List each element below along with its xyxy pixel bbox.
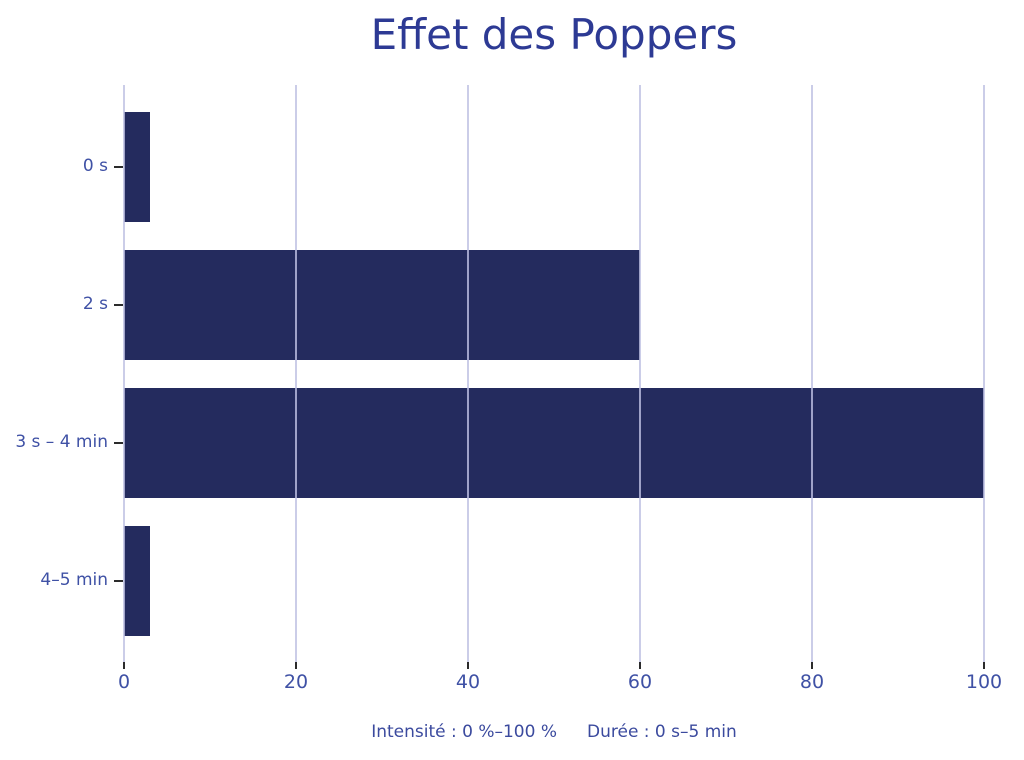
caption-duration: Durée : 0 s–5 min: [587, 722, 737, 742]
y-tick-3: [114, 580, 123, 582]
bar-3: [124, 526, 150, 636]
x-tick-40: [467, 662, 469, 669]
y-tick-1: [114, 304, 123, 306]
chart-title: Effet des Poppers: [370, 10, 738, 59]
x-axis-label-80: 80: [799, 671, 825, 693]
y-axis-label-1: 2 s: [82, 294, 108, 314]
x-tick-20: [295, 662, 297, 669]
bar-2: [124, 388, 984, 498]
x-tick-0: [123, 662, 125, 669]
x-axis-label-100: 100: [965, 671, 1003, 693]
plot-area: [123, 85, 985, 662]
y-axis-label-3: 4–5 min: [40, 570, 108, 590]
caption-intensity: Intensité : 0 %–100 %: [371, 722, 557, 742]
x-axis-label-20: 20: [283, 671, 309, 693]
gridline-x60: [639, 85, 641, 662]
x-axis-label-40: 40: [455, 671, 481, 693]
gridline-x40: [467, 85, 469, 662]
axis-range-caption: Intensité : 0 %–100 % Durée : 0 s–5 min: [124, 722, 984, 742]
y-tick-0: [114, 166, 123, 168]
bar-0: [124, 112, 150, 222]
bar-1: [124, 250, 640, 360]
x-axis-label-60: 60: [627, 671, 653, 693]
gridline-x0: [123, 85, 125, 662]
x-tick-100: [983, 662, 985, 669]
y-axis-label-0: 0 s: [82, 156, 108, 176]
y-tick-2: [114, 442, 123, 444]
gridline-x100: [983, 85, 985, 662]
y-axis-label-2: 3 s – 4 min: [15, 432, 108, 452]
x-tick-60: [639, 662, 641, 669]
gridline-x20: [295, 85, 297, 662]
x-tick-80: [811, 662, 813, 669]
x-axis-label-0: 0: [117, 671, 131, 693]
gridline-x80: [811, 85, 813, 662]
